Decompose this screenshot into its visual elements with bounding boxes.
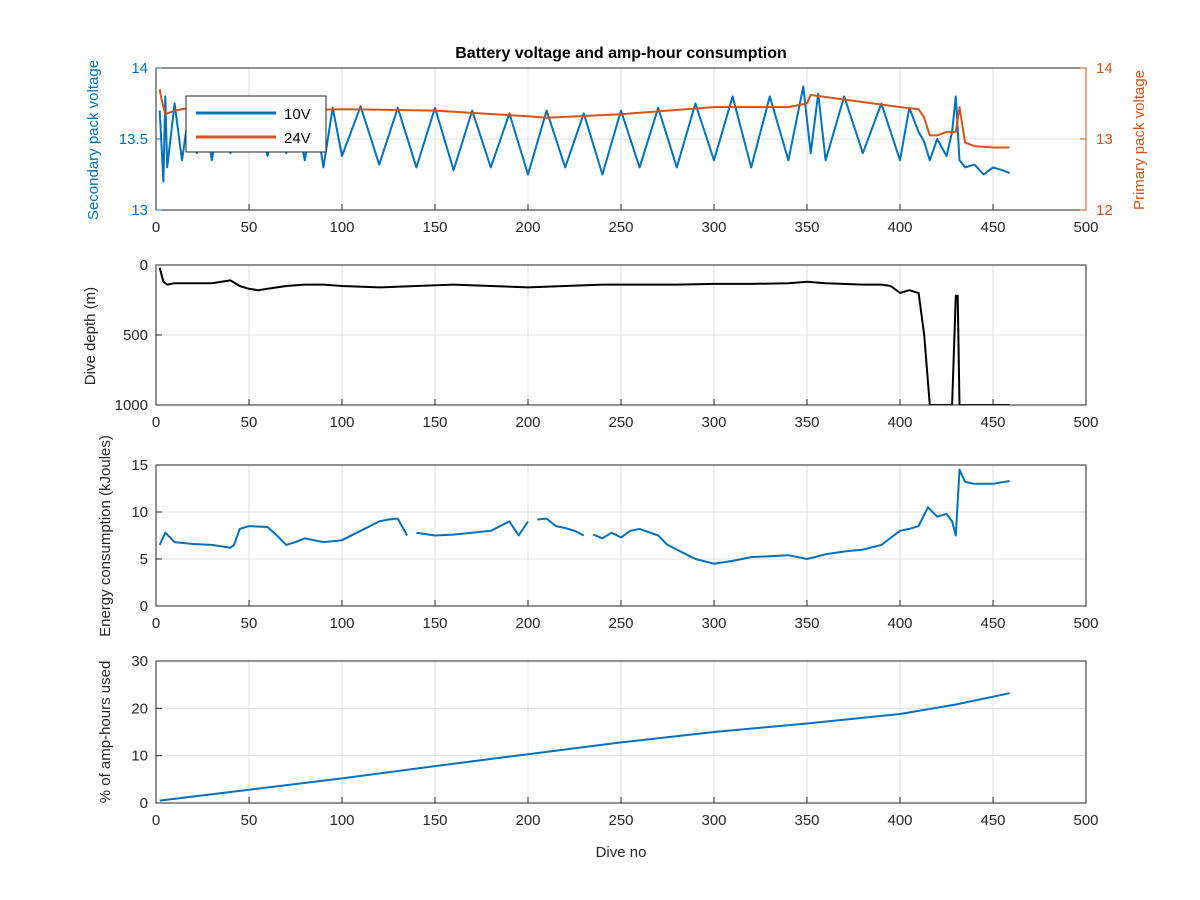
energy-y-tick-label-5: 5 [140, 551, 148, 568]
depth-x-tick-label-250: 250 [608, 414, 633, 431]
depth-line-1 [158, 267, 1010, 405]
voltage-x-tick-label-400: 400 [887, 219, 912, 236]
amphours-x-tick-label-100: 100 [329, 812, 354, 829]
amphours-x-tick-label-500: 500 [1073, 812, 1098, 829]
y-axis-label-primary-voltage: Primary pack voltage [1131, 70, 1148, 210]
depth-x-tick-label-500: 500 [1073, 414, 1098, 431]
energy-y-tick-label-0: 0 [140, 598, 148, 615]
energy-line-segment-3 [537, 517, 585, 537]
energy-x-tick-label-400: 400 [887, 615, 912, 632]
depth-x-tick-label-350: 350 [794, 414, 819, 431]
legend-box [185, 95, 327, 153]
voltage-x-tick-label-500: 500 [1073, 219, 1098, 236]
depth-x-tick-label-0: 0 [152, 414, 160, 431]
amphours-x-tick-label-450: 450 [980, 812, 1005, 829]
y-axis-label-dive-depth: Dive depth (m) [82, 287, 99, 385]
depth-x-tick-label-200: 200 [515, 414, 540, 431]
energy-x-tick-label-100: 100 [329, 615, 354, 632]
amphours-x-tick-label-350: 350 [794, 812, 819, 829]
y-axis-label-secondary-voltage: Secondary pack voltage [85, 60, 102, 220]
voltage-y2-tick-label-14: 14 [1096, 60, 1113, 77]
amphours-y-tick-label-0: 0 [140, 795, 148, 812]
amphours-x-tick-label-150: 150 [422, 812, 447, 829]
energy-line-segment-1 [158, 517, 408, 549]
legend-label-10v: 10V [284, 106, 311, 123]
amphours-y-tick-label-10: 10 [131, 748, 148, 765]
voltage-x-tick-label-0: 0 [152, 219, 160, 236]
depth-y-tick-label-1000: 1000 [115, 397, 148, 414]
amphours-x-tick-label-400: 400 [887, 812, 912, 829]
amphours-y-tick-label-30: 30 [131, 653, 148, 670]
voltage-y-tick-label-13.5: 13.5 [119, 131, 148, 148]
depth-x-tick-label-100: 100 [329, 414, 354, 431]
amphours-x-tick-label-250: 250 [608, 812, 633, 829]
legend: 10V 24V [185, 95, 327, 153]
y-axis-label-energy: Energy consumption (kJoules) [97, 435, 114, 637]
amp-hours-panel: 0 50 100 150 200 250 300 350 400 450 500 0 10 20 30 [131, 653, 1098, 829]
voltage-y-tick-label-13: 13 [131, 202, 148, 219]
energy-x-tick-label-200: 200 [515, 615, 540, 632]
chart-title: Battery voltage and amp-hour consumption [455, 45, 787, 62]
energy-x-tick-label-50: 50 [241, 615, 258, 632]
voltage-x-tick-label-50: 50 [241, 219, 258, 236]
voltage-x-tick-label-350: 350 [794, 219, 819, 236]
energy-x-tick-label-300: 300 [701, 615, 726, 632]
voltage-x-tick-label-150: 150 [422, 219, 447, 236]
energy-line-segment-4 [592, 468, 1010, 565]
amphours-x-tick-label-200: 200 [515, 812, 540, 829]
voltage-x-tick-label-250: 250 [608, 219, 633, 236]
voltage-x-tick-label-200: 200 [515, 219, 540, 236]
depth-x-tick-label-400: 400 [887, 414, 912, 431]
amphours-series-group [159, 692, 1010, 802]
voltage-x-tick-label-450: 450 [980, 219, 1005, 236]
energy-panel: 0 50 100 150 200 250 300 350 400 450 500 0 5 10 15 [131, 457, 1098, 632]
voltage-y2-tick-label-12: 12 [1096, 202, 1113, 219]
y-axis-label-amp-hours: % of amp-hours used [97, 661, 114, 804]
energy-x-tick-label-0: 0 [152, 615, 160, 632]
amphours-line-1 [159, 692, 1010, 802]
amphours-x-tick-label-50: 50 [241, 812, 258, 829]
depth-x-tick-label-150: 150 [422, 414, 447, 431]
amphours-y-tick-label-20: 20 [131, 700, 148, 717]
depth-y-tick-label-500: 500 [123, 327, 148, 344]
energy-x-tick-label-350: 350 [794, 615, 819, 632]
energy-y-tick-label-15: 15 [131, 457, 148, 474]
amphours-x-tick-label-0: 0 [152, 812, 160, 829]
dive-depth-panel: 0 50 100 150 200 250 300 350 400 450 500 0 500 1000 [115, 257, 1099, 431]
depth-x-tick-label-50: 50 [241, 414, 258, 431]
voltage-x-tick-label-300: 300 [701, 219, 726, 236]
depth-x-tick-label-450: 450 [980, 414, 1005, 431]
energy-line-segment-2 [416, 520, 529, 537]
energy-series-group [158, 468, 1010, 565]
x-axis-label-dive-no: Dive no [596, 844, 647, 861]
voltage-y-tick-label-14: 14 [131, 60, 148, 77]
depth-y-tick-label-0: 0 [140, 257, 148, 274]
depth-series-group [158, 267, 1010, 405]
legend-label-24v: 24V [284, 130, 311, 147]
energy-y-tick-label-10: 10 [131, 504, 148, 521]
depth-x-tick-label-300: 300 [701, 414, 726, 431]
voltage-y2-tick-label-13: 13 [1096, 131, 1113, 148]
voltage-x-tick-label-100: 100 [329, 219, 354, 236]
energy-x-tick-label-150: 150 [422, 615, 447, 632]
energy-x-tick-label-500: 500 [1073, 615, 1098, 632]
energy-x-tick-label-250: 250 [608, 615, 633, 632]
amphours-x-tick-label-300: 300 [701, 812, 726, 829]
energy-x-tick-label-450: 450 [980, 615, 1005, 632]
